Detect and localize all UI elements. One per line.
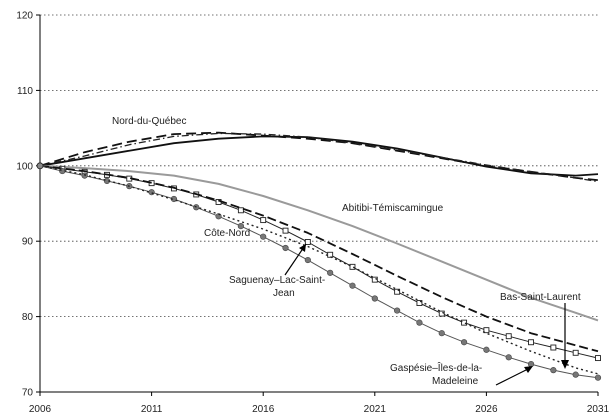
- point-marker: [505, 354, 512, 361]
- series-bas-saint-laurent: [39, 165, 599, 375]
- x-tick-label: 2011: [141, 404, 163, 414]
- series-line-saguenay-lac-saint-jean: [39, 164, 599, 353]
- series-line-nord-du-qu-bec: [39, 135, 599, 177]
- point-marker: [327, 269, 334, 276]
- point-marker: [59, 167, 66, 175]
- series-nord-du-qu-bec: [39, 135, 599, 177]
- annotation-gaspesie-line1: Gaspésie–Îles-de-la-: [390, 361, 482, 374]
- series-c-te-nord: [39, 165, 601, 362]
- point-marker: [371, 276, 378, 283]
- point-marker: [438, 330, 445, 337]
- point-marker: [81, 172, 88, 179]
- point-marker: [595, 355, 601, 362]
- arrow-gaspesie: [495, 367, 531, 386]
- annotation-saguenay-line2: Jean: [273, 288, 295, 299]
- point-marker: [594, 374, 602, 381]
- point-marker: [572, 371, 579, 378]
- point-marker: [237, 223, 244, 230]
- point-marker: [483, 327, 490, 334]
- annotation-saguenay-line1: Saguenay–Lac-Saint-: [229, 275, 325, 286]
- point-marker: [260, 217, 267, 224]
- arrowhead-saguenay: [299, 244, 306, 252]
- annotations: Nord-du-Québec Abitibi-Témiscamingue Côt…: [112, 116, 581, 387]
- point-marker: [460, 339, 468, 346]
- y-tick-label: 70: [22, 388, 34, 399]
- annotation-gaspesie-line2: Madeleine: [432, 376, 479, 387]
- y-tick-label: 100: [16, 161, 33, 172]
- point-marker: [416, 300, 423, 306]
- annotation-arrows: [284, 243, 569, 386]
- grid-lines: [40, 14, 598, 318]
- point-marker: [416, 319, 423, 326]
- x-tick-label: 2031: [587, 404, 610, 414]
- point-marker: [505, 333, 512, 340]
- point-marker: [461, 319, 468, 326]
- y-tick-label: 90: [22, 237, 34, 248]
- series-line-abitibi-t-miscamingue: [39, 164, 599, 322]
- series-line-bas-saint-laurent: [39, 165, 599, 375]
- point-marker: [438, 310, 445, 317]
- y-tick-labels: 70 80 90 100 110 120: [16, 11, 40, 399]
- x-tick-label: 2016: [252, 404, 275, 414]
- point-marker: [237, 207, 244, 214]
- point-marker: [349, 282, 356, 289]
- point-marker: [483, 346, 490, 353]
- point-marker: [148, 189, 155, 196]
- point-marker: [394, 288, 401, 295]
- point-marker: [327, 251, 334, 258]
- x-tick-label: 2006: [29, 404, 52, 414]
- arrowhead-bas-saint-laurent: [561, 360, 569, 369]
- x-tick-label: 2026: [475, 404, 498, 414]
- series-dashed: [39, 131, 599, 181]
- point-marker: [550, 367, 557, 374]
- series-line-dash-dot: [39, 132, 599, 183]
- series-layer: [36, 131, 602, 381]
- point-marker: [572, 349, 579, 356]
- point-marker: [304, 256, 311, 264]
- annotation-nord-du-quebec: Nord-du-Québec: [112, 116, 186, 127]
- x-tick-labels: 2006 2011 2016 2021 2026 2031: [29, 392, 610, 414]
- point-marker: [394, 307, 401, 314]
- point-marker: [304, 239, 311, 245]
- series-line-gasp-sie-les-de-la-madeleine: [39, 165, 599, 379]
- point-marker: [349, 263, 356, 270]
- point-marker: [528, 339, 534, 346]
- point-marker: [371, 295, 378, 302]
- y-tick-label: 110: [17, 86, 33, 97]
- axes: [39, 15, 598, 393]
- series-dash-dot: [39, 132, 599, 183]
- y-tick-label: 80: [22, 312, 34, 323]
- point-marker: [260, 233, 267, 240]
- series-abitibi-t-miscamingue: [39, 164, 599, 322]
- point-marker: [282, 227, 289, 234]
- series-line-c-te-nord: [39, 165, 599, 359]
- series-line-dashed: [39, 131, 599, 181]
- origin-point: [36, 162, 44, 170]
- point-marker: [527, 361, 535, 368]
- y-tick-label: 120: [16, 11, 33, 22]
- annotation-bas-saint-laurent: Bas-Saint-Laurent: [500, 292, 581, 303]
- x-tick-label: 2021: [364, 404, 387, 414]
- point-marker: [550, 344, 557, 351]
- annotation-abitibi: Abitibi-Témiscamingue: [342, 203, 444, 214]
- arrowhead-gaspesie: [524, 366, 533, 373]
- series-saguenay-lac-saint-jean: [39, 164, 599, 353]
- annotation-cote-nord: Côte-Nord: [204, 228, 250, 239]
- point-marker: [282, 244, 289, 252]
- series-gasp-sie-les-de-la-madeleine: [39, 165, 602, 381]
